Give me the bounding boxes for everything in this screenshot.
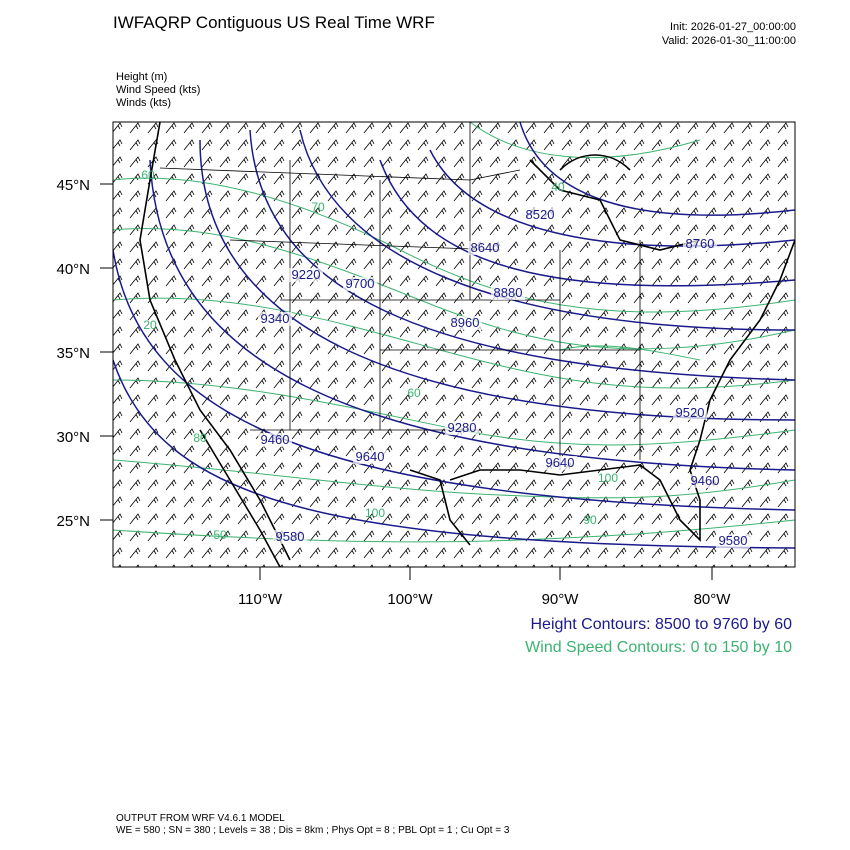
label-bg xyxy=(468,241,502,255)
height-label: 8640 xyxy=(471,240,500,255)
label-bg xyxy=(491,286,525,300)
field-label: Winds (kts) xyxy=(116,97,171,109)
label-bg xyxy=(683,237,717,251)
speed-legend: Wind Speed Contours: 0 to 150 by 10 xyxy=(525,639,792,656)
label-bg xyxy=(688,474,722,488)
label-bg xyxy=(343,277,377,291)
height-label: 9580 xyxy=(276,529,305,544)
lon-label: 100°W xyxy=(387,591,433,608)
speed-label: 60 xyxy=(141,168,155,182)
label-bg xyxy=(258,312,292,326)
title: IWFAQRP Contiguous US Real Time WRF xyxy=(113,13,435,32)
speed-label: 80 xyxy=(193,431,207,445)
footer-line: WE = 580 ; SN = 380 ; Levels = 38 ; Dis … xyxy=(116,825,510,836)
label-bg xyxy=(716,534,750,548)
label-bg xyxy=(523,208,557,222)
height-legend: Height Contours: 8500 to 9760 by 60 xyxy=(530,616,792,633)
speed-label: 20 xyxy=(143,318,157,332)
label-bg xyxy=(258,433,292,447)
height-label: 9460 xyxy=(261,432,290,447)
lon-label: 90°W xyxy=(542,591,580,608)
label-bg xyxy=(353,450,387,464)
height-label: 9700 xyxy=(346,276,375,291)
height-contours xyxy=(113,122,795,549)
lon-label: 80°W xyxy=(694,591,732,608)
height-label: 9520 xyxy=(676,405,705,420)
init-time: Init: 2026-01-27_00:00:00 xyxy=(670,21,796,33)
height-label: 9640 xyxy=(356,449,385,464)
height-label: 8880 xyxy=(494,285,523,300)
height-label: 8520 xyxy=(526,207,555,222)
lat-label: 25°N xyxy=(56,513,90,530)
map-frame xyxy=(112,121,796,568)
speed-label: 100 xyxy=(365,506,385,520)
coastlines xyxy=(139,122,795,567)
height-label: 8760 xyxy=(686,236,715,251)
footer-line: OUTPUT FROM WRF V4.6.1 MODEL xyxy=(116,813,285,824)
lat-label: 35°N xyxy=(56,345,90,362)
speed-label: 100 xyxy=(598,471,618,485)
lon-label: 110°W xyxy=(238,591,283,608)
speed-label: 50 xyxy=(213,528,227,542)
valid-time: Valid: 2026-01-30_11:00:00 xyxy=(662,35,796,47)
height-label: 9340 xyxy=(261,311,290,326)
label-bg xyxy=(673,406,707,420)
label-bg xyxy=(448,316,482,330)
height-label: 9280 xyxy=(448,420,477,435)
label-bg xyxy=(273,530,307,544)
height-label: 9640 xyxy=(546,455,575,470)
lat-label: 45°N xyxy=(56,177,90,194)
speed-label: 70 xyxy=(311,200,325,214)
field-label: Wind Speed (kts) xyxy=(116,84,200,96)
state-borders xyxy=(159,122,641,470)
speed-label: 60 xyxy=(407,386,421,400)
speed-label: 40 xyxy=(551,180,565,194)
height-label: 9460 xyxy=(691,473,720,488)
label-bg xyxy=(543,456,577,470)
label-bg xyxy=(289,268,323,282)
lat-label: 30°N xyxy=(56,429,90,446)
height-label: 8960 xyxy=(451,315,480,330)
wind-barbs xyxy=(113,122,795,567)
height-label: 9220 xyxy=(292,267,321,282)
field-label: Height (m) xyxy=(116,71,167,83)
speed-label: 90 xyxy=(583,513,597,527)
height-label: 9580 xyxy=(719,533,748,548)
label-bg xyxy=(445,421,479,435)
map-area xyxy=(113,122,795,567)
lat-label: 40°N xyxy=(56,261,90,278)
